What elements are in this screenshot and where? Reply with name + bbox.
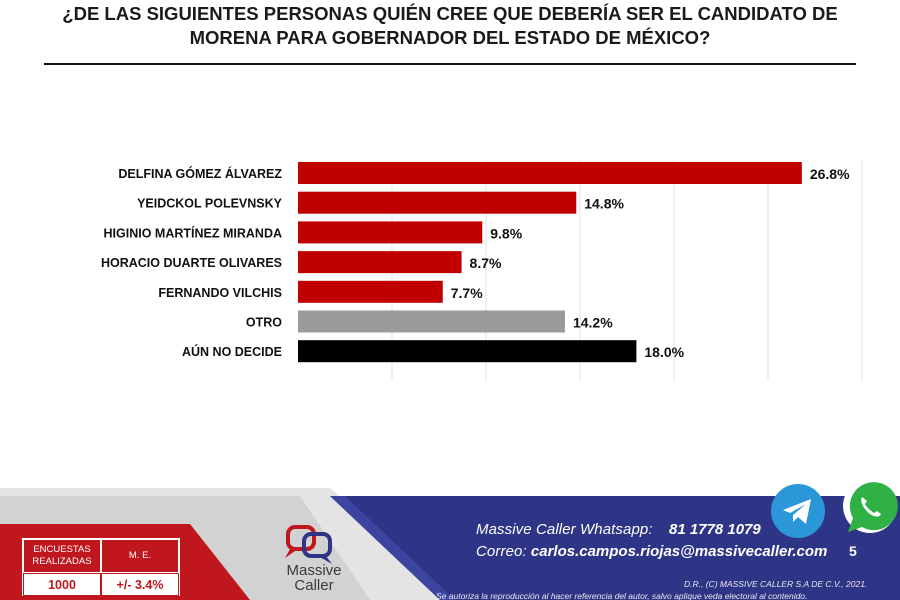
email-label: Correo: [476, 543, 527, 560]
whatsapp-label: Massive Caller Whatsapp: [476, 521, 653, 538]
bar [298, 251, 462, 274]
category-label: DELFINA GÓMEZ ÁLVAREZ [118, 166, 282, 181]
margin-error-value: +/- 3.4% [101, 573, 179, 596]
bar [298, 340, 637, 363]
data-label: 7.7% [451, 285, 483, 301]
data-label: 26.8% [810, 166, 850, 182]
bar [298, 221, 483, 244]
category-label: AÚN NO DECIDE [182, 344, 282, 359]
massive-caller-logo-icon [285, 525, 332, 564]
bar [298, 280, 443, 303]
email-address: carlos.campos.riojas@massivecaller.com [530, 543, 828, 560]
category-label: FERNANDO VILCHIS [158, 286, 282, 300]
data-label: 14.8% [584, 196, 624, 212]
page-title: ¿DE LAS SIGUIENTES PERSONAS QUIÉN CREE Q… [62, 3, 838, 48]
data-label: 14.2% [573, 315, 613, 331]
legal-notice: Se autoriza la reproducción al hacer ref… [436, 591, 808, 600]
data-label: 9.8% [490, 225, 522, 241]
bar-chart: DELFINA GÓMEZ ÁLVAREZ 26.8% YEIDCKOL POLEV… [101, 160, 863, 380]
whatsapp-number: 81 1778 1079 [668, 521, 761, 538]
logo-text-line1: Massive [286, 562, 342, 579]
margin-error-header: M. E. [101, 539, 179, 573]
bar [298, 162, 802, 184]
category-label: YEIDCKOL POLEVNSKY [137, 197, 283, 211]
data-label: 18.0% [644, 344, 684, 360]
category-label: HORACIO DUARTE OLIVARES [101, 256, 282, 270]
logo-text-line2: Caller [294, 577, 334, 594]
whatsapp-contact: Massive Caller Whatsapp: 81 1778 1079 [476, 521, 761, 538]
category-label: HIGINIO MARTÍNEZ MIRANDA [104, 225, 282, 240]
telegram-icon[interactable] [770, 483, 826, 539]
footer: ENCUESTAS REALIZADAS M. E. 1000 +/- 3.4%… [0, 479, 900, 600]
survey-count-value: 1000 [23, 573, 101, 596]
category-label: OTRO [246, 316, 282, 330]
data-label: 8.7% [470, 255, 502, 271]
email-contact: Correo: carlos.campos.riojas@massivecall… [476, 543, 827, 560]
legal-copyright: D.R., (C) MASSIVE CALLER S.A DE C.V., 20… [684, 579, 868, 589]
title-divider [44, 63, 856, 65]
footer-background [0, 488, 900, 600]
whatsapp-icon[interactable] [838, 476, 900, 540]
survey-info-table: ENCUESTAS REALIZADAS M. E. 1000 +/- 3.4% [22, 538, 180, 596]
bar [298, 310, 565, 333]
survey-count-header: ENCUESTAS REALIZADAS [23, 539, 101, 573]
page-number: 5 [849, 543, 857, 559]
bar [298, 191, 577, 214]
